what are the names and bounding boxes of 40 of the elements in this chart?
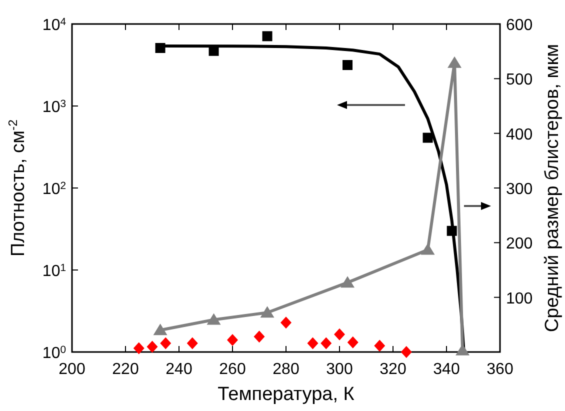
point — [374, 340, 386, 352]
point — [320, 337, 332, 350]
point — [307, 337, 318, 350]
point — [342, 60, 353, 70]
y-tick-label: 10$^{1}$ — [42, 262, 66, 280]
y2-tick-label: 100 — [506, 290, 533, 308]
y-tick-label: 10$^{4}$ — [42, 16, 66, 34]
y-tick-label: 10$^{2}$ — [42, 180, 66, 198]
y2-tick-label: 200 — [506, 236, 533, 253]
point — [227, 334, 238, 346]
y2-tick-label: 400 — [506, 126, 533, 144]
point — [146, 340, 158, 353]
point — [133, 342, 144, 354]
x-tick-label: 360 — [486, 361, 514, 378]
point — [422, 132, 433, 143]
point — [186, 337, 198, 350]
point — [160, 337, 172, 350]
x-tick-label: 200 — [58, 361, 86, 378]
point — [280, 316, 292, 329]
y2-tick-label: 500 — [506, 72, 533, 89]
x-tick-label: 320 — [380, 361, 406, 378]
point — [334, 328, 345, 340]
x-tick-label: 340 — [433, 361, 460, 378]
y2-tick-label: 300 — [506, 181, 533, 198]
point — [400, 346, 412, 358]
y-tick-label: 10$^{3}$ — [42, 98, 66, 116]
y2-tick-label: 600 — [506, 17, 533, 34]
x-axis-title: Температура, К — [218, 384, 354, 405]
point — [347, 336, 358, 348]
x-tick-label: 300 — [326, 361, 353, 378]
x-tick-label: 280 — [272, 361, 300, 378]
y-tick-label: 10$^{0}$ — [42, 344, 66, 362]
point — [446, 226, 457, 236]
x-tick-label: 240 — [166, 361, 192, 378]
x-tick-label: 260 — [219, 361, 246, 378]
point — [262, 31, 272, 42]
x-tick-label: 220 — [112, 361, 139, 378]
point — [155, 42, 166, 53]
y2-axis-title: Средний размер блистеров, мкм — [542, 44, 563, 332]
point — [254, 330, 265, 343]
